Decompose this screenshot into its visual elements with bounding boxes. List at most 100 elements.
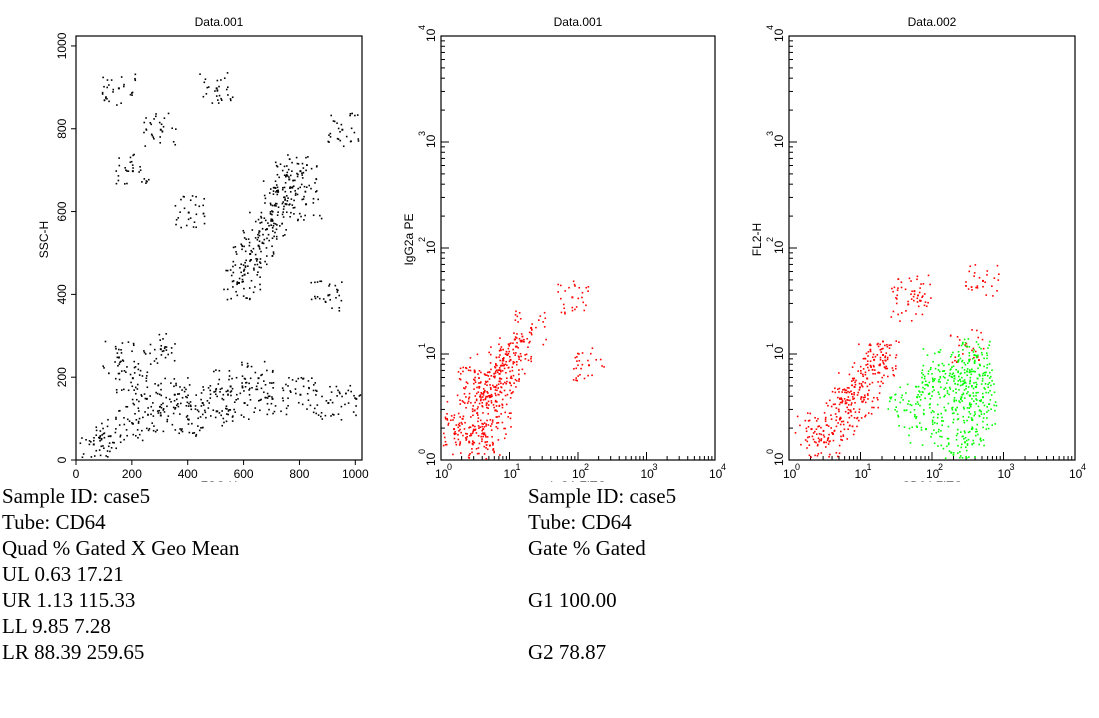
data-point — [814, 416, 816, 419]
data-point — [934, 378, 936, 380]
data-point — [301, 403, 304, 406]
data-point — [530, 332, 533, 334]
data-point — [253, 411, 255, 414]
y-tick-label: 0 — [55, 456, 69, 463]
data-point — [962, 383, 965, 385]
data-point — [108, 100, 110, 103]
data-point — [338, 391, 341, 393]
data-point — [336, 395, 338, 397]
data-point — [968, 358, 971, 361]
data-point — [490, 388, 492, 391]
data-point — [980, 331, 982, 334]
data-point — [257, 377, 260, 380]
data-point — [249, 211, 251, 214]
data-point — [275, 205, 277, 207]
data-point — [187, 394, 189, 397]
data-point — [123, 438, 125, 441]
data-point — [818, 439, 821, 441]
data-point — [247, 418, 250, 421]
data-point — [951, 376, 954, 379]
data-point — [283, 174, 286, 177]
data-point — [92, 439, 95, 442]
data-point — [883, 363, 885, 365]
data-point — [281, 387, 284, 389]
data-point — [955, 368, 957, 371]
data-point — [118, 363, 121, 365]
data-point — [461, 423, 463, 425]
data-point — [231, 387, 234, 390]
data-point — [943, 370, 946, 372]
data-point — [139, 169, 142, 172]
data-point — [173, 399, 176, 402]
data-point — [134, 73, 137, 76]
data-point — [227, 86, 229, 89]
data-point — [307, 156, 309, 158]
data-point — [217, 102, 220, 104]
data-point — [476, 414, 479, 416]
data-point — [475, 399, 478, 402]
data-point — [495, 416, 498, 418]
data-point — [528, 341, 530, 344]
data-point — [303, 185, 306, 188]
data-point — [339, 130, 341, 133]
x-tick-label: 10 — [998, 467, 1012, 481]
data-point — [837, 422, 839, 424]
data-point — [465, 386, 467, 388]
data-point — [871, 356, 874, 359]
data-point — [853, 377, 856, 380]
data-point — [126, 418, 129, 421]
data-point — [869, 343, 871, 346]
data-point — [849, 399, 851, 402]
data-point — [281, 223, 283, 225]
data-point — [882, 361, 885, 364]
data-point — [172, 140, 175, 143]
data-point — [868, 369, 870, 372]
data-point — [880, 348, 883, 350]
data-point — [131, 377, 134, 380]
x-tick-label: 10 — [504, 467, 518, 481]
data-point — [203, 81, 206, 84]
data-point — [815, 420, 818, 422]
data-point — [884, 359, 886, 362]
data-point — [576, 352, 579, 355]
data-point — [185, 395, 187, 398]
data-point — [484, 397, 487, 400]
data-point — [924, 380, 927, 382]
data-point — [260, 387, 263, 390]
data-point — [873, 365, 875, 368]
data-point — [130, 160, 133, 163]
data-point — [191, 422, 193, 425]
data-point — [499, 337, 501, 339]
data-point — [264, 260, 266, 263]
data-point — [500, 370, 502, 373]
data-point — [530, 326, 533, 329]
data-point — [488, 394, 491, 397]
data-point — [837, 388, 839, 391]
data-point — [230, 390, 233, 392]
data-point — [264, 202, 266, 204]
data-point — [838, 417, 841, 420]
data-point — [937, 445, 939, 447]
data-point — [571, 296, 574, 299]
data-point — [501, 357, 504, 360]
data-point — [966, 392, 968, 395]
data-point — [864, 357, 866, 360]
data-point — [864, 373, 867, 376]
data-point — [354, 114, 356, 117]
data-point — [842, 420, 845, 423]
data-point — [587, 374, 589, 377]
data-point — [480, 398, 482, 401]
data-point — [903, 409, 906, 412]
data-point — [502, 348, 505, 351]
data-point — [813, 440, 816, 443]
data-point — [307, 399, 310, 402]
data-point — [937, 380, 940, 383]
data-point — [328, 285, 330, 287]
data-point — [450, 419, 452, 422]
data-point — [807, 420, 810, 422]
data-point — [927, 385, 929, 387]
data-point — [120, 76, 123, 78]
data-point — [957, 355, 960, 358]
data-point — [243, 237, 246, 239]
data-point — [827, 443, 830, 445]
